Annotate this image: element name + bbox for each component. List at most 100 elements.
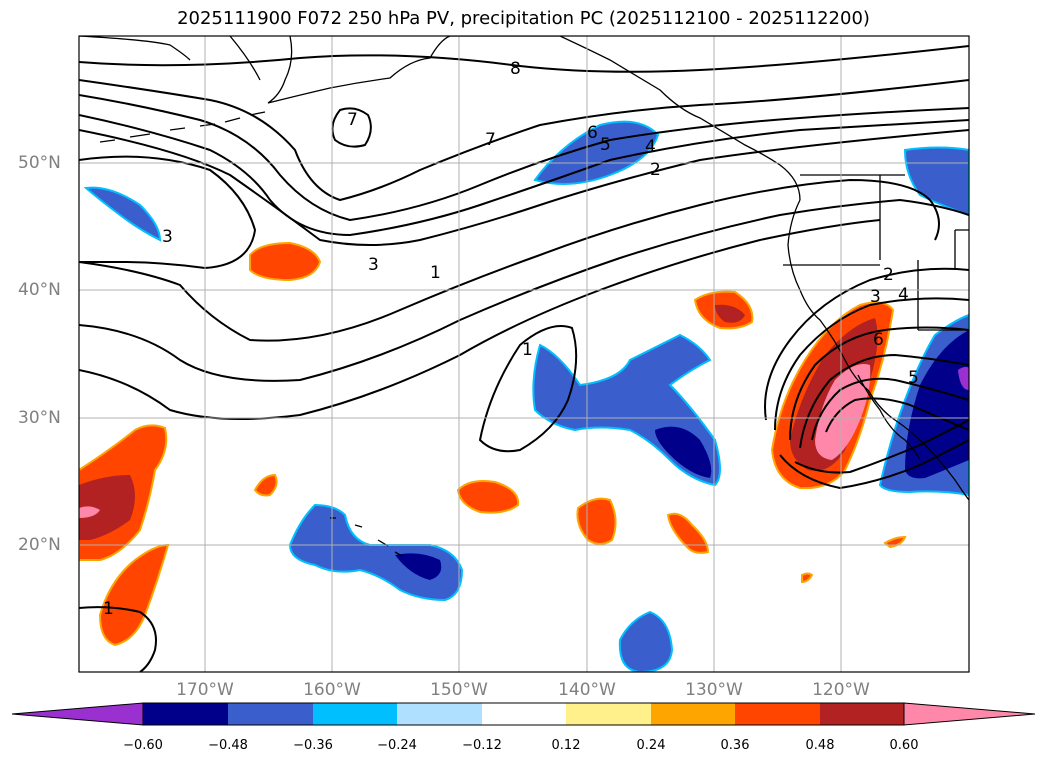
pv-contour	[79, 606, 157, 672]
contour-label: 3	[870, 287, 881, 307]
contour-label: 7	[485, 130, 496, 150]
precip-positive-strongest	[815, 364, 871, 460]
coastlines	[79, 36, 969, 557]
pv-contours	[79, 45, 969, 672]
lat-label: 40°N	[18, 280, 61, 300]
lon-label: 130°W	[685, 680, 743, 700]
colorbar-tick: 0.36	[720, 738, 750, 753]
contour-label: 6	[587, 123, 598, 143]
lon-label: 160°W	[303, 680, 361, 700]
colorbar-left-extension	[11, 702, 144, 726]
precip-negative-strong	[655, 426, 712, 478]
colorbar-segment	[651, 703, 735, 725]
colorbar-tick: 0.48	[805, 738, 835, 753]
pv-contour	[79, 198, 969, 382]
colorbar-segment	[482, 703, 566, 725]
colorbar-segment	[566, 703, 651, 725]
colorbar-segment	[228, 703, 313, 725]
precip-negative-area	[288, 503, 464, 602]
colorbar-segment	[397, 703, 482, 725]
colorbar-frame	[142, 702, 905, 726]
pv-contour	[478, 325, 578, 453]
pv-contour	[79, 178, 940, 342]
precip-positive-area	[98, 543, 170, 647]
contour-label: 1	[430, 263, 441, 283]
contour-label: 6	[873, 330, 884, 350]
colorbar	[11, 702, 1036, 726]
contour-label: 5	[908, 368, 919, 388]
map-frame	[78, 35, 970, 673]
contour-label: 1	[103, 599, 114, 619]
pv-contour	[811, 377, 969, 441]
pv-contour	[774, 297, 969, 431]
contour-label: 1	[522, 340, 533, 360]
aleutian-islands	[99, 111, 266, 143]
colorbar-tick: −0.36	[293, 738, 333, 753]
colorbar-segment	[735, 703, 820, 725]
pv-contour	[794, 419, 969, 474]
contour-label: 2	[650, 160, 661, 180]
lat-label: 30°N	[18, 408, 61, 428]
colorbar-tick: 0.12	[551, 738, 581, 753]
colorbar-tick: 0.24	[636, 738, 666, 753]
pv-contour	[79, 94, 969, 222]
contour-label: 7	[347, 110, 358, 130]
contour-label: 5	[600, 135, 611, 155]
precip-negative-strong	[395, 553, 442, 580]
lat-label: 50°N	[18, 153, 61, 173]
north-america-coast	[787, 199, 969, 501]
pv-contour	[779, 439, 969, 490]
precip-positive-area	[456, 480, 520, 514]
colorbar-tick: −0.12	[462, 738, 502, 753]
precip-positive-area	[666, 512, 710, 554]
precipitation-fill	[79, 120, 969, 672]
pv-contour	[79, 79, 969, 202]
colorbar-segment	[820, 703, 904, 725]
precip-positive-strong	[715, 304, 745, 323]
colorbar-right-extension	[903, 702, 1036, 726]
precip-negative-area	[83, 186, 162, 242]
pv-contour	[79, 219, 881, 420]
pv-contour	[764, 267, 969, 421]
precip-positive-area	[249, 241, 322, 282]
lon-label: 140°W	[558, 680, 616, 700]
precip-positive-strongest	[79, 506, 100, 518]
colorbar-tick: −0.60	[123, 738, 163, 753]
pv-contour	[79, 129, 969, 246]
contour-label: 4	[645, 137, 656, 157]
pv-contour	[79, 45, 969, 73]
precip-negative-area	[903, 146, 969, 217]
contour-label: 4	[898, 285, 909, 305]
colorbar-segment	[143, 703, 228, 725]
map-title: 2025111900 F072 250 hPa PV, precipitatio…	[177, 8, 870, 29]
pv-contour	[79, 155, 257, 270]
contour-label: 3	[368, 255, 379, 275]
pv-contour	[825, 397, 969, 433]
pv-contour	[331, 107, 372, 148]
hawaii-islands	[330, 517, 403, 557]
lon-label: 120°W	[812, 680, 870, 700]
precip-positive-area	[253, 473, 278, 497]
lat-label: 20°N	[18, 535, 61, 555]
pv-contour	[799, 353, 969, 449]
baja-california	[857, 374, 921, 461]
state-borders	[783, 174, 969, 331]
colorbar-segment	[313, 703, 397, 725]
precip-negative-strongest	[958, 366, 969, 390]
colorbar-tick: −0.24	[377, 738, 417, 753]
contour-label: 3	[162, 227, 173, 247]
precip-positive-strong	[79, 475, 135, 540]
colorbar-tick: −0.48	[208, 738, 248, 753]
precip-negative-area	[618, 610, 674, 672]
contour-label: 2	[883, 265, 894, 285]
contour-label: 8	[510, 59, 521, 79]
lon-label: 170°W	[176, 680, 234, 700]
alaska-coast	[79, 36, 801, 201]
pv-contour	[789, 326, 969, 441]
precip-positive-area	[801, 572, 814, 584]
lon-label: 150°W	[430, 680, 488, 700]
gridlines	[79, 36, 969, 672]
colorbar-tick: 0.60	[889, 738, 919, 753]
pv-contour	[79, 114, 969, 237]
